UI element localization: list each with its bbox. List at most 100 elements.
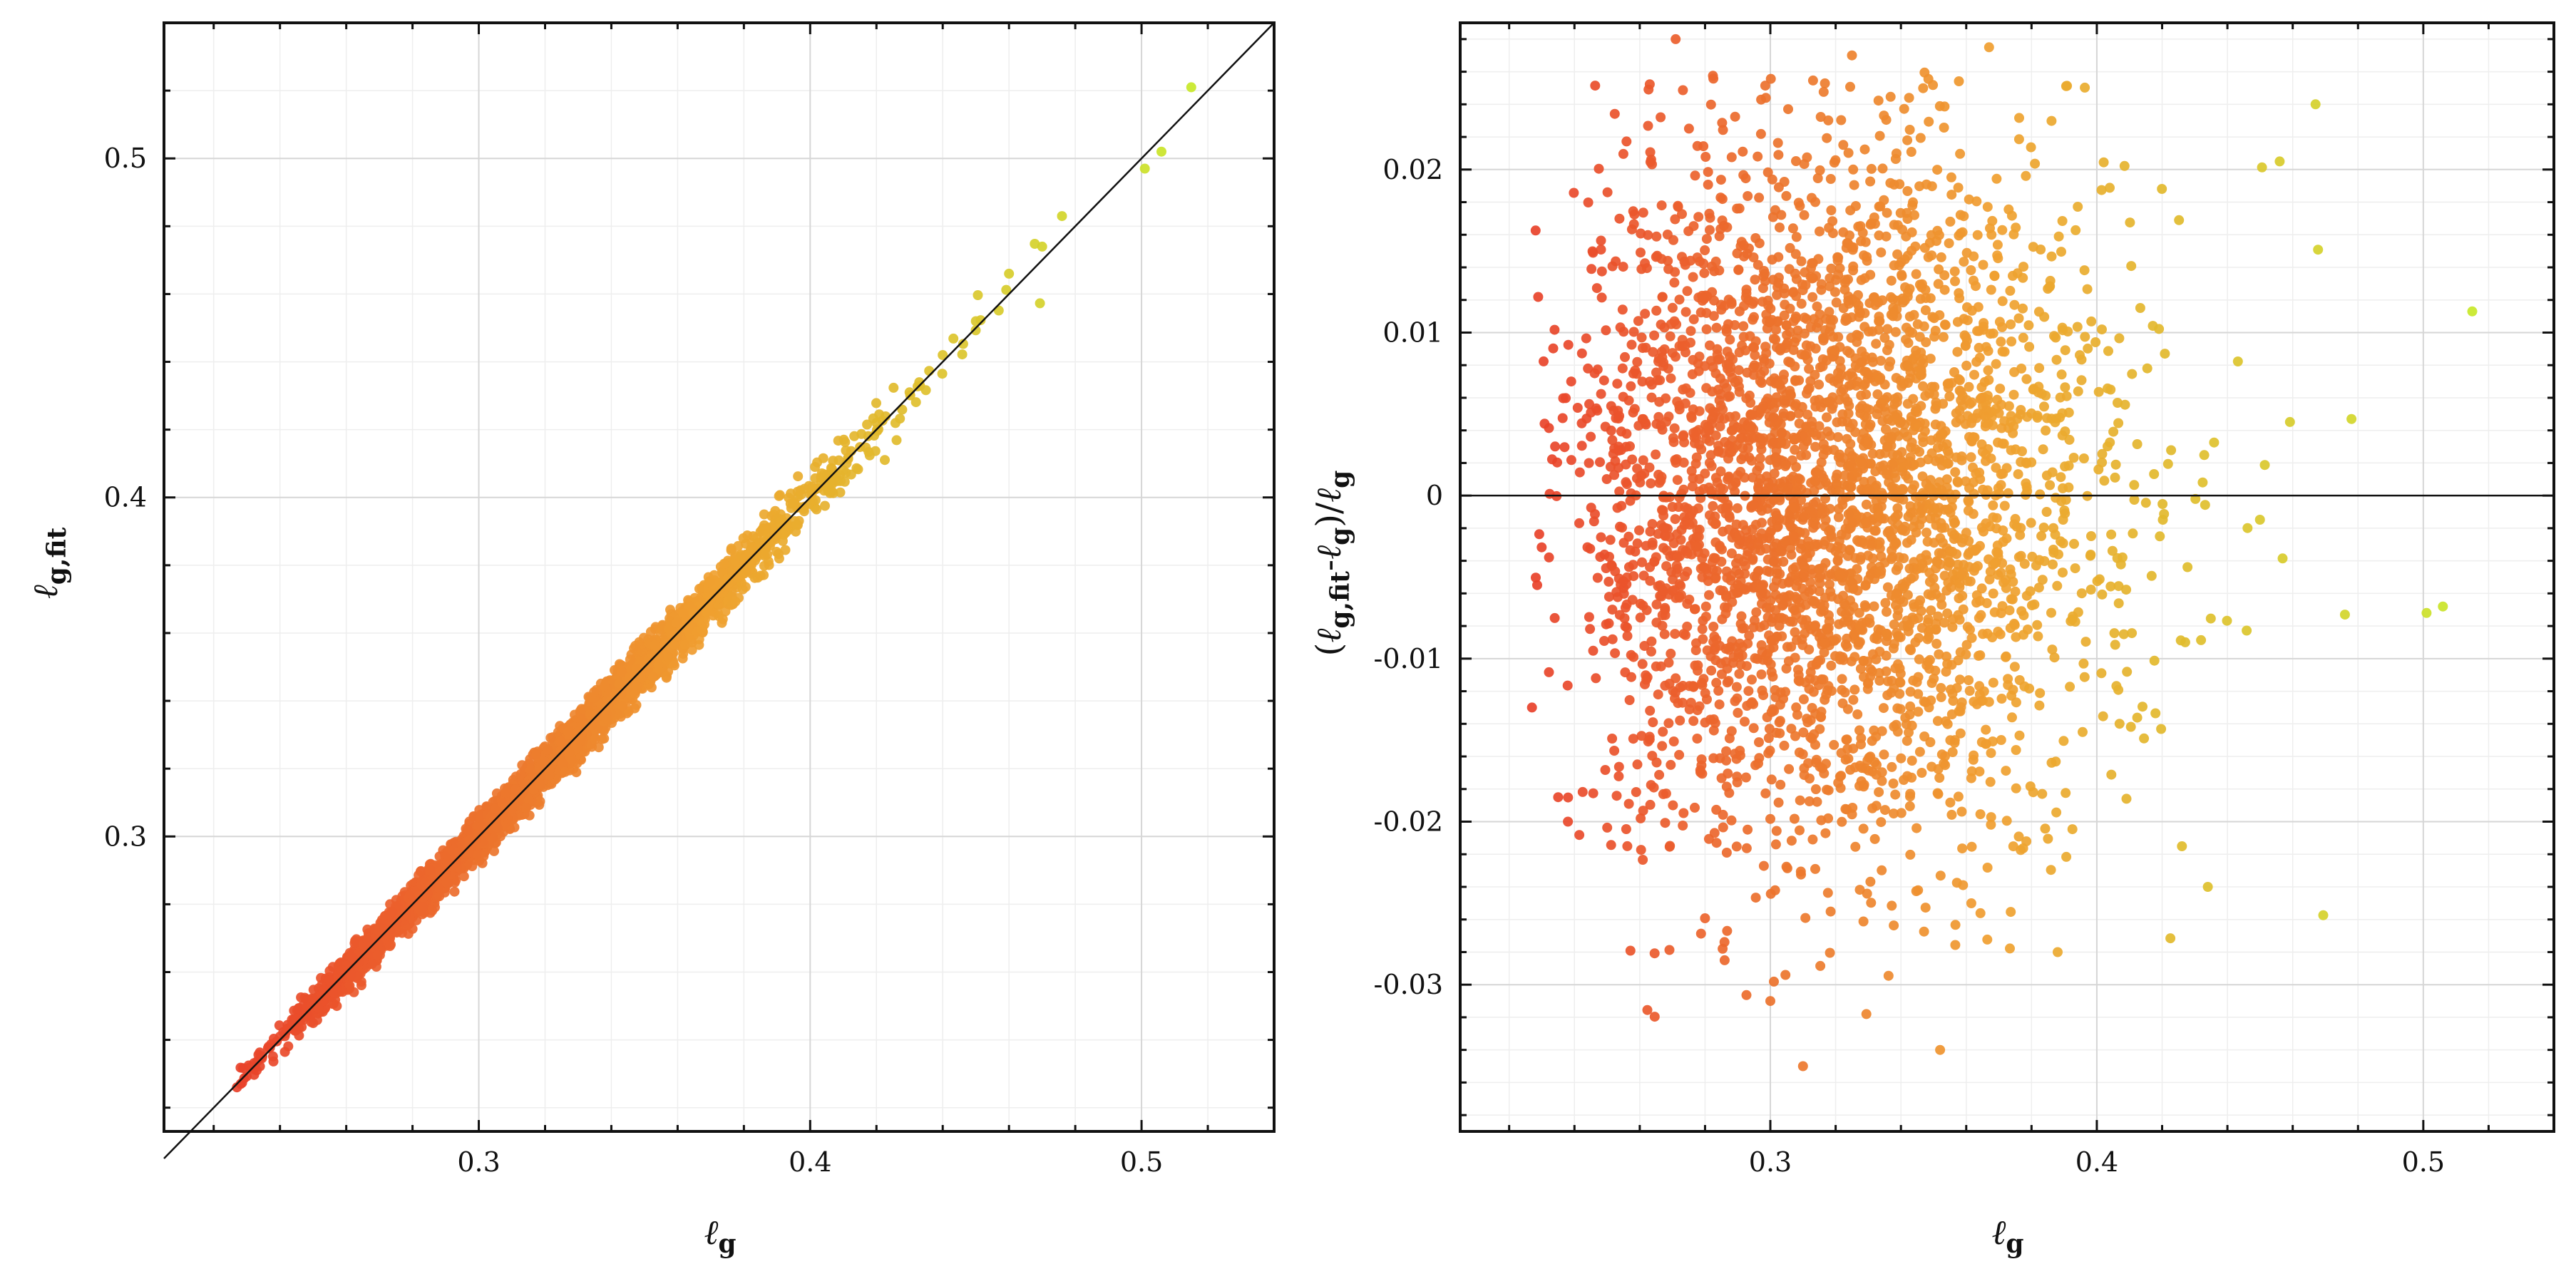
right-data-point xyxy=(1770,839,1781,850)
left-data-point xyxy=(891,435,902,446)
right-data-point xyxy=(2024,341,2035,352)
left-data-point xyxy=(492,823,503,833)
right-data-point xyxy=(2005,623,2016,633)
right-data-point xyxy=(1787,223,1798,234)
left-data-point xyxy=(337,987,348,997)
left-data-point xyxy=(545,733,556,743)
right-data-point xyxy=(1559,442,1570,453)
right-data-point xyxy=(1950,940,1961,950)
left-data-point xyxy=(793,471,804,482)
right-data-point xyxy=(1995,384,2006,394)
left-identity-line xyxy=(163,22,1275,1159)
right-data-point xyxy=(1692,140,1703,151)
left-data-point xyxy=(679,639,690,650)
left-data-point xyxy=(1139,163,1150,174)
right-data-point xyxy=(2051,354,2062,365)
left-data-point xyxy=(630,689,640,699)
right-data-point xyxy=(1924,116,1934,127)
right-data-point xyxy=(1609,108,1620,119)
right-data-point xyxy=(1626,339,1637,350)
right-data-point xyxy=(1996,336,2006,347)
right-scatter-points xyxy=(1526,34,2478,1072)
left-data-point xyxy=(372,950,383,960)
left-data-point xyxy=(590,734,600,744)
right-data-point xyxy=(1899,553,1909,564)
left-data-point xyxy=(510,784,521,795)
right-data-point xyxy=(1678,484,1689,495)
right-data-point xyxy=(2150,708,2161,719)
right-data-point xyxy=(1755,128,1766,139)
right-data-point xyxy=(1971,699,1982,709)
right-data-point xyxy=(2098,157,2109,168)
left-data-point xyxy=(788,498,799,509)
right-data-point xyxy=(1988,500,1998,510)
right-data-point xyxy=(1651,231,1662,242)
right-data-point xyxy=(1705,225,1715,235)
right-data-point xyxy=(1750,893,1761,903)
left-y-tick-label: 0.4 xyxy=(104,482,147,513)
right-data-point xyxy=(1770,205,1780,215)
left-x-axis-label: ℓg xyxy=(704,1213,736,1259)
right-data-point xyxy=(1675,715,1685,726)
right-data-point xyxy=(1705,99,1716,110)
right-data-point xyxy=(1656,200,1667,211)
right-data-point xyxy=(1988,677,1998,688)
right-data-point xyxy=(2318,910,2329,920)
right-data-point xyxy=(1601,619,1611,630)
right-data-point xyxy=(2284,416,2295,427)
left-data-point xyxy=(500,787,510,798)
left-data-point xyxy=(462,825,473,836)
left-data-point xyxy=(443,878,453,889)
right-data-point xyxy=(2257,162,2267,173)
right-data-point xyxy=(2041,507,2052,517)
right-data-point xyxy=(1807,703,1817,713)
right-data-point xyxy=(1952,476,1963,487)
right-data-point xyxy=(1693,665,1703,676)
left-data-point xyxy=(458,871,469,882)
right-data-point xyxy=(1751,607,1762,617)
right-data-point xyxy=(1991,173,2002,184)
right-data-point xyxy=(2025,781,2036,791)
right-data-point xyxy=(1638,455,1648,466)
right-data-point xyxy=(1889,619,1899,630)
left-data-point xyxy=(816,472,826,483)
right-data-point xyxy=(1888,294,1898,304)
right-data-point xyxy=(1939,123,1949,133)
right-data-point xyxy=(2011,632,2021,642)
right-data-point xyxy=(1799,210,1810,220)
left-data-point xyxy=(463,847,474,858)
right-data-point xyxy=(1969,251,1979,262)
right-data-point xyxy=(1845,81,1855,92)
right-data-point xyxy=(2222,615,2232,626)
right-data-point xyxy=(2064,434,2075,445)
left-data-point xyxy=(1037,241,1047,252)
right-data-point xyxy=(1800,913,1811,923)
right-data-point xyxy=(1988,588,1998,599)
right-data-point xyxy=(2056,472,2066,483)
right-data-point xyxy=(1882,345,1892,356)
left-data-point xyxy=(653,659,664,670)
right-data-point xyxy=(1583,363,1594,374)
left-data-point xyxy=(739,568,749,579)
left-data-point xyxy=(957,349,968,360)
left-data-point xyxy=(890,418,900,428)
left-chart-panel: 0.3 0.4 0.5 0.30.40.5 ℓg ℓg,fit xyxy=(26,21,1276,1259)
right-data-point xyxy=(1582,542,1593,553)
right-data-point xyxy=(1550,441,1561,452)
left-data-point xyxy=(678,608,689,619)
right-data-point xyxy=(1635,477,1646,488)
left-data-point xyxy=(786,488,796,499)
left-data-point xyxy=(862,419,873,430)
right-data-point xyxy=(1743,191,1753,201)
right-data-point xyxy=(2125,721,2136,732)
left-data-point xyxy=(730,596,741,607)
right-data-point xyxy=(1773,150,1784,160)
right-data-point xyxy=(1907,756,1917,766)
right-data-point xyxy=(1700,152,1711,162)
right-data-point xyxy=(1544,552,1554,562)
left-data-point xyxy=(687,644,697,655)
right-data-point xyxy=(2033,582,2044,593)
right-data-point xyxy=(1706,665,1717,676)
right-data-point xyxy=(1913,707,1924,717)
